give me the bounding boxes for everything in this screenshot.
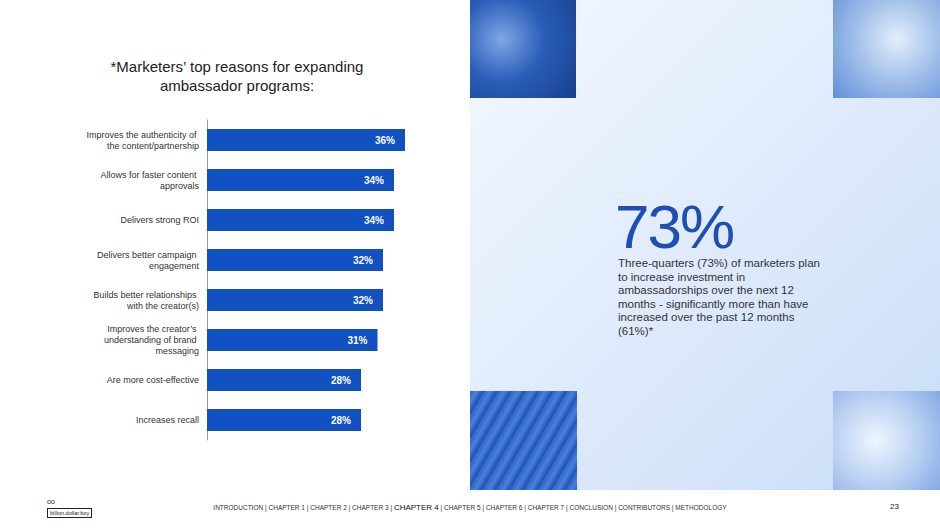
svg-text:Delivers better campaign: Delivers better campaign: [97, 250, 199, 260]
svg-text:the content/partnership: the content/partnership: [107, 141, 199, 151]
svg-text:32%: 32%: [353, 255, 373, 266]
svg-text:Are more cost-effective: Are more cost-effective: [107, 375, 199, 385]
svg-text:engagement: engagement: [149, 261, 200, 271]
svg-text:Improves the creator’s: Improves the creator’s: [107, 324, 199, 334]
html-text:Three-quarters (73%) of market: Three-quarters (73%) of marketers plan t…: [618, 257, 820, 337]
svg-text:approvals: approvals: [160, 181, 200, 191]
html-text:*Marketers’ top reasons for ex: *Marketers’ top reasons for expanding am…: [110, 58, 364, 94]
html-text:23: 23: [890, 502, 899, 511]
html-text:billion.dollar.boy: billion.dollar.boy: [50, 510, 90, 516]
svg-text:28%: 28%: [331, 375, 351, 386]
svg-text:36%: 36%: [375, 135, 395, 146]
html-text:73%: 73%: [615, 192, 734, 261]
svg-text:Allows for faster content: Allows for faster content: [100, 170, 199, 180]
svg-text:Increases recall: Increases recall: [136, 415, 199, 425]
svg-text:understanding of brand: understanding of brand: [104, 335, 199, 345]
svg-text:34%: 34%: [364, 215, 384, 226]
svg-text:messaging: messaging: [155, 346, 199, 356]
html-text:INTRODUCTION | CHAPTER 1 | CHA: INTRODUCTION | CHAPTER 1 | CHAPTER 2 | C…: [213, 503, 727, 512]
svg-text:Improves the authenticity of: Improves the authenticity of: [86, 130, 199, 140]
svg-text:32%: 32%: [353, 295, 373, 306]
svg-text:Builds better relationships: Builds better relationships: [93, 290, 199, 300]
html-text:oo: oo: [47, 498, 55, 505]
svg-text:28%: 28%: [331, 415, 351, 426]
svg-text:31%: 31%: [347, 335, 367, 346]
svg-text:Delivers strong ROI: Delivers strong ROI: [120, 215, 199, 225]
svg-text:34%: 34%: [364, 175, 384, 186]
svg-text:with the creator(s): with the creator(s): [126, 301, 199, 311]
